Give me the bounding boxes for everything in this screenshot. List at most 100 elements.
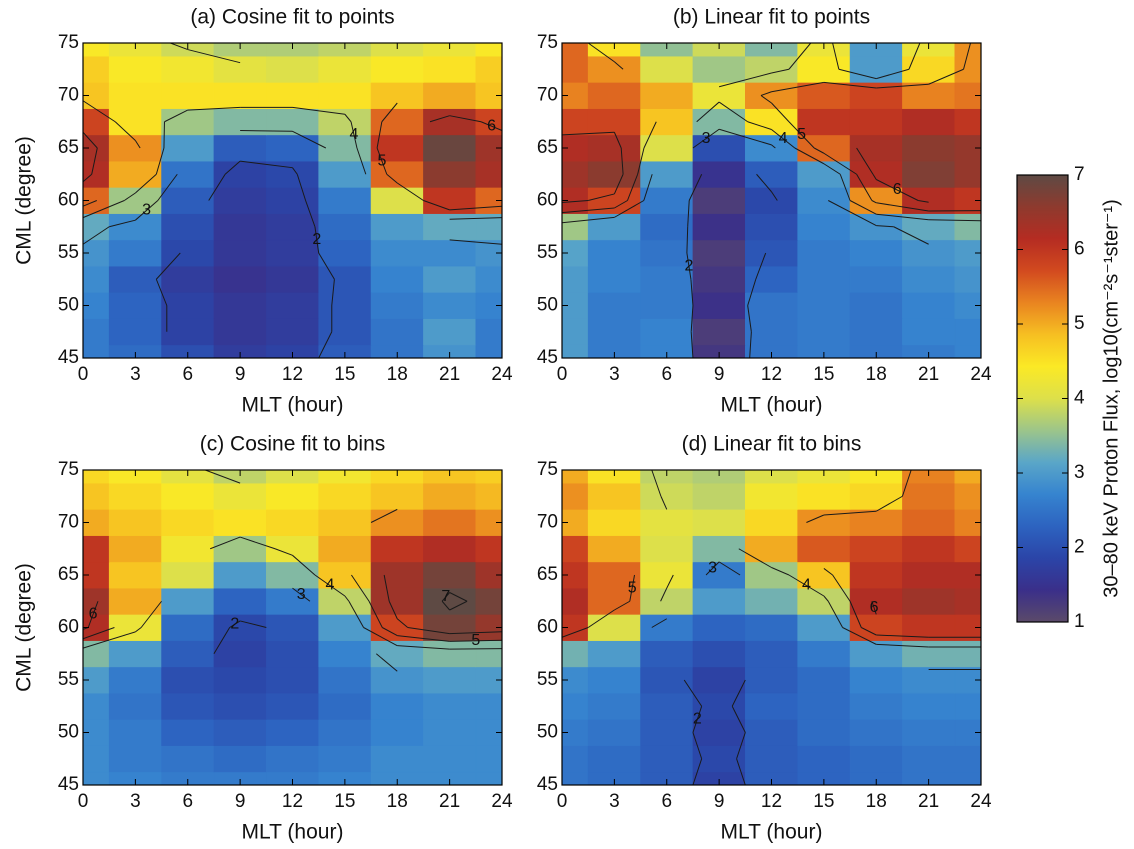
cell [745,108,798,136]
cell [745,318,798,346]
cell [475,344,503,359]
contour-line [561,200,589,204]
panel-title: (b) Linear fit to points [673,6,870,29]
contour-line [318,252,335,280]
cell [266,561,319,589]
cell [692,719,746,746]
contour-label: 4 [779,130,788,147]
cell [849,614,903,641]
cell [161,561,215,589]
cell [82,692,110,720]
contour-label: 5 [471,632,480,649]
x-tick-label: 18 [866,364,887,385]
cell [849,292,903,319]
cell [318,292,372,319]
contour-line [318,331,333,359]
cell [561,318,589,346]
cell [561,265,589,293]
cell [370,719,424,746]
cell [423,535,477,563]
cell [587,719,641,746]
cell [561,587,589,615]
contour-line [163,121,165,149]
x-tick-label: 15 [813,791,834,812]
cell [587,55,641,83]
contour-line [643,121,657,149]
cell [82,108,110,136]
contour-line [350,121,358,149]
cell [849,482,903,510]
y-axis-label: CML (degree) [13,136,36,265]
contour-line [893,226,929,245]
contour-line [155,147,165,175]
cell [640,666,694,694]
contour-line [407,627,450,635]
contour-line [240,620,267,628]
cell [213,187,267,214]
cell [797,640,851,668]
contour-line [239,536,276,550]
x-tick-label: 0 [78,364,89,385]
contour-line [788,574,825,597]
cell [902,108,956,136]
cell [475,42,503,57]
cell [423,640,477,668]
contour-line [82,100,116,123]
cell [266,719,319,746]
cell [692,745,746,773]
x-tick-label: 15 [334,364,355,385]
cell [587,614,641,641]
contour-line [449,631,503,635]
cell [587,535,641,563]
cell [318,666,372,694]
contour-line [210,536,241,550]
cell [318,55,372,83]
contour-label: 4 [802,577,811,594]
cell [423,134,477,162]
contour-line [731,706,746,733]
contour-line [838,68,877,80]
cell [640,745,694,773]
contour-line [187,49,241,64]
cell [161,292,215,319]
cell [318,134,372,162]
contour-line [344,595,350,602]
contour-line [705,561,720,576]
x-tick-label: 12 [761,364,782,385]
contour-line [876,179,919,201]
x-tick-label: 9 [714,791,725,812]
cell [692,482,746,510]
cell [745,587,798,615]
cell [692,509,746,536]
contour-line [208,173,226,201]
colorbar-tick-label: 6 [1074,239,1085,260]
contour-label: 5 [797,126,806,143]
x-tick-label: 3 [609,791,620,812]
colorbar-tick-label: 2 [1074,537,1085,558]
cell [902,509,956,536]
x-tick-label: 12 [282,791,303,812]
cell [108,640,162,668]
cell [318,239,372,267]
contour-line [213,627,231,655]
cell [161,187,215,214]
cell [82,771,110,786]
contour-line [823,152,857,175]
x-tick-label: 12 [761,791,782,812]
cell [475,771,503,786]
cell [902,587,956,615]
contour-line [561,627,589,638]
contour-line [82,631,136,649]
cell [954,469,982,484]
cell [692,265,746,293]
contour-line [771,81,824,93]
panel-title: (d) Linear fit to bins [682,433,862,456]
contour-label: 3 [297,586,306,603]
cell [797,482,851,510]
cell [266,640,319,668]
contour-line [666,574,674,589]
cell [561,771,589,786]
contour-line [629,574,636,602]
cell [902,265,956,293]
contour-line [627,174,639,201]
